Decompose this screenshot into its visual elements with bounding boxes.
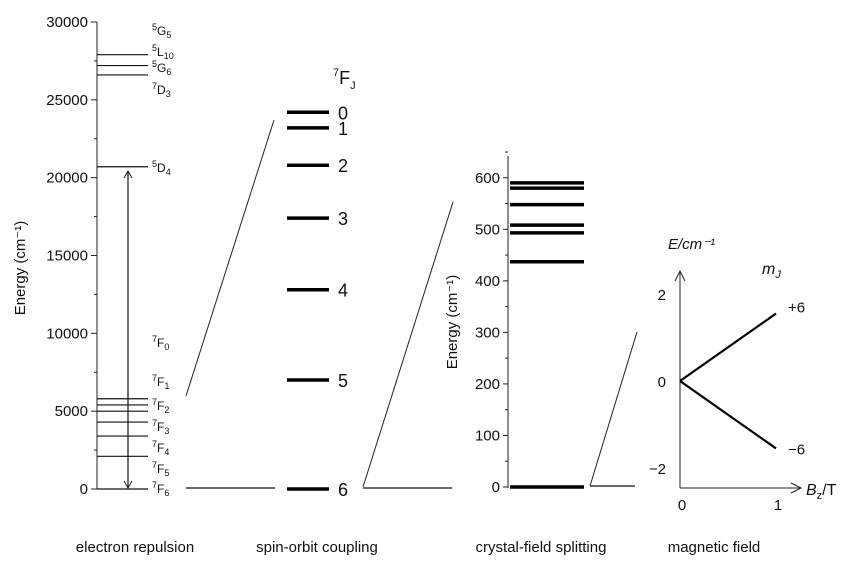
caption-magnetic-field: magnetic field (668, 539, 761, 556)
crystal-field-levels (510, 181, 584, 489)
connector-lines (185, 119, 638, 489)
magnetic-x-label-sub: z (817, 490, 823, 502)
magnetic-y-tick-label: 2 (658, 287, 666, 304)
spin-orbit-panel: 7FJ 01 2 3 4 5 6 spin-orbit coupling (256, 67, 378, 556)
y-tick-label: 20000 (46, 170, 88, 187)
y-tick-label: 400 (475, 273, 500, 290)
y-tick-label: 25000 (46, 92, 88, 109)
level-label: 7F6 (152, 480, 169, 498)
spin-orbit-header-sup: 7 (333, 67, 339, 79)
level-label: 5L10 (152, 43, 174, 61)
j-label: 1 (338, 119, 348, 139)
electron-repulsion-panel: 0 5000 10000 15000 20000 25000 30000 5G5 5L105G… (12, 14, 194, 556)
y-tick-label: 0 (492, 479, 500, 496)
y-tick-label: 100 (475, 427, 500, 444)
electron-repulsion-levels (97, 54, 148, 490)
level-label: 5G5 (152, 22, 171, 40)
j-label: 6 (338, 480, 348, 500)
magnetic-x-label-unit: /T (822, 482, 836, 499)
level-label: 7F1 (152, 373, 169, 391)
level-label: 7F4 (152, 439, 169, 457)
j-label: 0 (338, 103, 348, 123)
connector-repulsion-to-spinorbit (185, 119, 275, 397)
spin-orbit-header-term: F (339, 68, 350, 88)
y-tick-label: 30000 (46, 14, 88, 31)
level-label: 5G6 (152, 59, 171, 77)
j-label: 5 (338, 371, 348, 391)
mj-label-sub: J (774, 269, 781, 281)
zeeman-label: −6 (788, 441, 805, 458)
zeeman-lines: +6 −6 (679, 300, 805, 458)
y-tick-label: 500 (475, 221, 500, 238)
y-tick-label: 10000 (46, 325, 88, 342)
caption-electron-repulsion: electron repulsion (76, 539, 194, 556)
j-label: 3 (338, 209, 348, 229)
magnetic-x-label: Bz/T (806, 482, 837, 502)
magnetic-x-arrowhead (790, 482, 803, 494)
transition-arrowhead-top (123, 169, 133, 179)
y-tick-label: 5000 (55, 403, 88, 420)
transition-arrowhead-bottom (123, 480, 133, 490)
y-tick-label: 200 (475, 376, 500, 393)
level-label: 7F2 (152, 397, 169, 415)
j-label: 4 (338, 281, 348, 301)
j-label: 2 (338, 156, 348, 176)
magnetic-x-tick-label: 0 (678, 497, 686, 514)
connector-crystalfield-to-magnetic (589, 331, 638, 487)
magnetic-x-tick-label: 1 (774, 497, 782, 514)
y-tick-label: 300 (475, 324, 500, 341)
magnetic-y-arrowhead (674, 269, 686, 282)
y-tick-label: 15000 (46, 248, 88, 265)
level-label: 7F3 (152, 418, 169, 436)
y-tick-label: 600 (475, 170, 500, 187)
magnetic-y-label: E/cm⁻¹ (668, 236, 715, 253)
mj-label-main: m (762, 261, 775, 278)
mj-label: mJ (762, 261, 781, 281)
zeeman-label: +6 (788, 300, 805, 317)
level-label: 7F5 (152, 460, 169, 478)
magnetic-y-ticks: 2 0 −2 (649, 287, 666, 478)
magnetic-x-label-main: B (806, 482, 817, 499)
spin-orbit-header-sub: J (350, 80, 356, 92)
zeeman-line (679, 312, 777, 382)
caption-crystal-field: crystal-field splitting (476, 539, 607, 556)
level-label: 7F0 (152, 334, 169, 352)
caption-spin-orbit: spin-orbit coupling (256, 539, 378, 556)
y-tick-label: 0 (80, 481, 88, 498)
level-label: 7D3 (152, 81, 171, 99)
electron-repulsion-ticks: 0 5000 10000 15000 20000 25000 30000 (46, 14, 97, 498)
crystal-field-panel: 0 100 200 300 400 500 600 Energy (cm⁻¹) crysta… (444, 151, 607, 556)
zeeman-line (679, 380, 777, 450)
level-label: 5D4 (152, 159, 171, 177)
electron-repulsion-y-label: Energy (cm⁻¹) (12, 221, 29, 316)
spin-orbit-header: 7FJ (333, 67, 356, 92)
spin-orbit-levels: 01 2 3 4 5 6 (287, 103, 348, 500)
crystal-field-ticks: 0 100 200 300 400 500 600 (475, 151, 508, 496)
crystal-field-y-label: Energy (cm⁻¹) (444, 275, 461, 370)
magnetic-y-tick-label: 0 (658, 374, 666, 391)
connector-spinorbit-to-crystalfield (362, 201, 454, 488)
magnetic-y-tick-label: −2 (649, 461, 666, 478)
